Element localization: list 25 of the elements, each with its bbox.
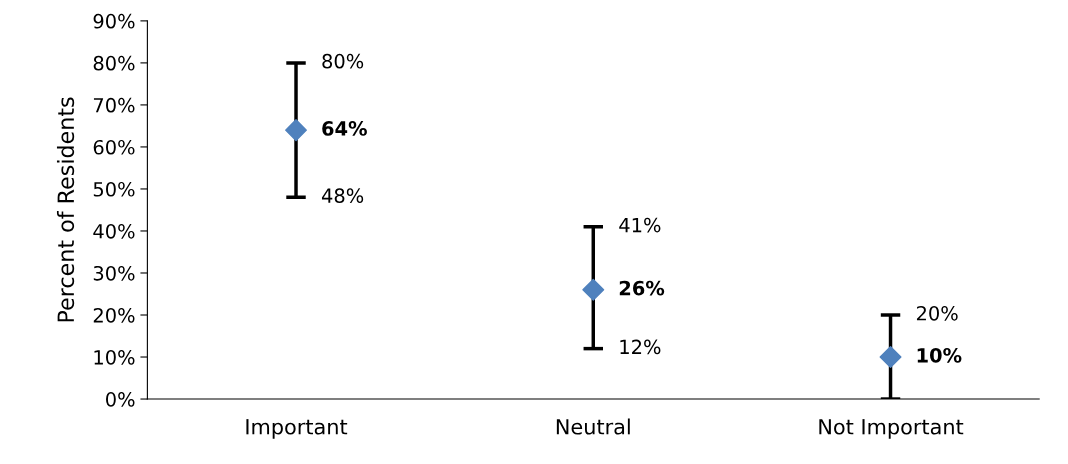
annotation: 41%	[619, 217, 661, 233]
y-tick-label: 90%	[93, 13, 135, 29]
x-tick-label: Neutral	[556, 418, 630, 435]
y-tick-label: 50%	[93, 181, 135, 197]
y-tick-label: 20%	[93, 307, 135, 323]
x-tick-label: Not Important	[819, 419, 964, 439]
annotation: 12%	[620, 339, 661, 355]
y-tick-label: 60%	[93, 139, 135, 155]
y-tick-label: 30%	[93, 265, 135, 281]
y-tick-label: 10%	[94, 349, 135, 365]
point	[879, 346, 902, 369]
point	[582, 278, 605, 301]
point	[285, 119, 308, 142]
y-tick-label: 70%	[93, 97, 135, 113]
y-tick-label: 0%	[106, 392, 135, 407]
annotation: 20%	[916, 305, 958, 321]
data-label: 64%	[322, 121, 367, 136]
data-label: 10%	[917, 347, 962, 363]
annotation: 80%	[322, 53, 364, 69]
data-label: 26%	[619, 280, 665, 296]
annotation: 48%	[321, 188, 364, 203]
y-tick-label: 80%	[93, 55, 135, 71]
x-tick-label: Important	[246, 419, 348, 439]
y-axis-title: Percent of Residents	[56, 97, 75, 322]
y-tick-label: 40%	[93, 223, 135, 239]
